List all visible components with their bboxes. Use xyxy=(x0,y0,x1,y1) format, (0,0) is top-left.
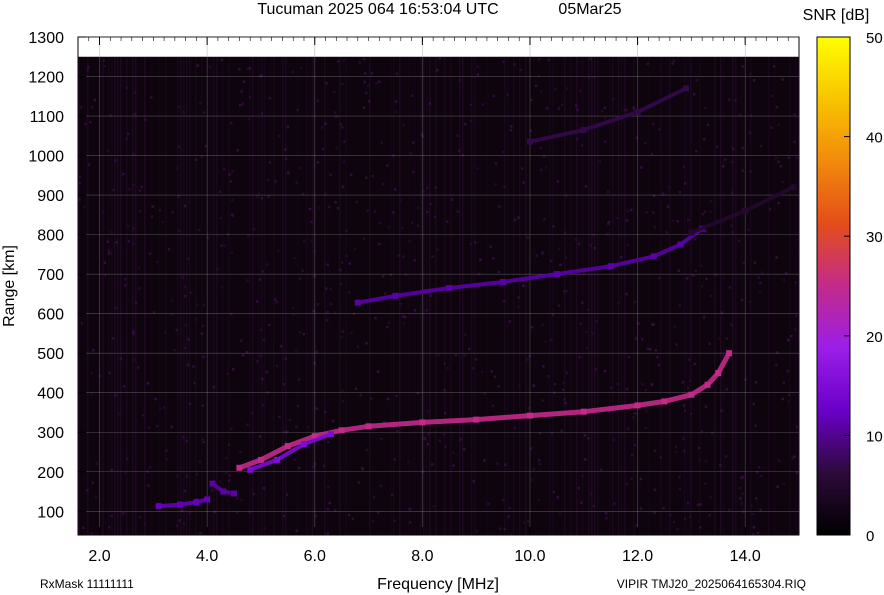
y-tick-label-3: 400 xyxy=(37,386,64,403)
colorbar-label: SNR [dB] xyxy=(803,7,870,24)
trace-point-3 xyxy=(327,431,334,438)
trace-point-13 xyxy=(704,381,711,388)
cbar-tick-label-4: 40 xyxy=(866,130,883,147)
trace-3 xyxy=(247,431,334,473)
trace-point-1 xyxy=(392,292,399,299)
y-tick-label-7: 800 xyxy=(37,228,64,245)
x-tick-label-6: 14.0 xyxy=(730,548,761,565)
y-tick-label-0: 100 xyxy=(37,504,64,521)
trace-0 xyxy=(155,496,211,510)
trace-line xyxy=(156,497,210,509)
trace-point-1 xyxy=(257,456,264,463)
trace-point-7 xyxy=(677,241,684,248)
trace-point-2 xyxy=(284,443,291,450)
x-tick-label-4: 10.0 xyxy=(514,548,545,565)
cbar-tick-label-0: 0 xyxy=(866,528,874,545)
trace-4 xyxy=(354,225,706,306)
trace-point-6 xyxy=(419,419,426,426)
y-tick-label-9: 1000 xyxy=(28,149,64,166)
y-tick-label-5: 600 xyxy=(37,307,64,324)
y-tick-label-8: 900 xyxy=(37,188,64,205)
file-label: VIPIR TMJ20_2025064165304.RIQ xyxy=(617,577,806,591)
y-tick-label-4: 500 xyxy=(37,346,64,363)
trace-1 xyxy=(209,480,237,497)
trace-point-1 xyxy=(177,501,184,508)
y-tick-label-2: 300 xyxy=(37,425,64,442)
trace-point-0 xyxy=(688,229,695,236)
y-tick-label-12: 1300 xyxy=(28,30,64,47)
trace-point-3 xyxy=(311,433,318,440)
grid-layer xyxy=(78,36,799,535)
trace-line xyxy=(248,432,333,472)
colorbar-ticks: 0 10 20 30 40 50 xyxy=(844,30,883,545)
y-tick-label-1: 200 xyxy=(37,465,64,482)
cbar-tick-label-5: 50 xyxy=(866,30,883,47)
x-tick-label-2: 6.0 xyxy=(304,548,326,565)
trace-point-2 xyxy=(790,184,797,191)
trace-point-7 xyxy=(473,416,480,423)
x-tick-label-5: 12.0 xyxy=(622,548,653,565)
trace-point-10 xyxy=(634,402,641,409)
trace-point-0 xyxy=(354,299,361,306)
trace-point-12 xyxy=(688,391,695,398)
trace-point-1 xyxy=(580,126,587,133)
tick-layer xyxy=(77,36,800,535)
x-tick-label-3: 8.0 xyxy=(411,548,433,565)
plot-background xyxy=(78,56,799,536)
x-tick-label-0: 2.0 xyxy=(88,548,110,565)
trace-point-2 xyxy=(634,109,641,116)
trace-point-8 xyxy=(527,412,533,419)
trace-line xyxy=(528,86,688,144)
y-tick-labels: 100 200 300 400 500 600 700 800 900 1000 1100 1200 1… xyxy=(28,30,64,521)
cbar-tick-label-1: 10 xyxy=(866,428,883,445)
trace-layer xyxy=(155,85,797,510)
cbar-tick-label-3: 30 xyxy=(866,229,883,246)
trace-6 xyxy=(688,184,797,236)
y-tick-label-10: 1100 xyxy=(30,109,65,126)
trace-point-1 xyxy=(274,456,281,463)
trace-point-0 xyxy=(236,464,243,471)
trace-point-0 xyxy=(209,480,216,487)
trace-point-9 xyxy=(580,408,587,415)
trace-point-2 xyxy=(301,441,307,448)
trace-point-4 xyxy=(553,271,560,278)
chart-date: 05Mar25 xyxy=(558,1,621,18)
chart-title: Tucuman 2025 064 16:53:04 UTC xyxy=(257,1,498,18)
trace-point-3 xyxy=(683,85,689,92)
x-tick-label-1: 4.0 xyxy=(196,548,218,565)
trace-point-0 xyxy=(247,466,254,473)
trace-point-6 xyxy=(650,253,657,260)
trace-point-4 xyxy=(338,427,345,434)
trace-point-0 xyxy=(155,503,162,510)
trace-point-15 xyxy=(726,350,733,357)
y-tick-label-6: 700 xyxy=(37,267,64,284)
trace-point-1 xyxy=(742,207,749,214)
trace-point-2 xyxy=(231,490,237,497)
x-axis-label: Frequency [MHz] xyxy=(377,576,499,593)
cbar-tick-label-2: 20 xyxy=(866,329,883,346)
rxmask-label: RxMask 11111111 xyxy=(40,577,134,591)
trace-point-3 xyxy=(204,496,211,503)
trace-point-1 xyxy=(220,488,227,495)
trace-point-0 xyxy=(527,138,533,145)
x-tick-labels: 2.0 4.0 6.0 8.0 10.0 12.0 14.0 xyxy=(88,548,760,565)
trace-point-14 xyxy=(715,370,722,376)
colorbar xyxy=(816,36,851,536)
trace-point-2 xyxy=(446,285,453,291)
y-tick-label-11: 1200 xyxy=(28,70,64,87)
trace-point-5 xyxy=(607,263,614,270)
trace-point-5 xyxy=(365,423,372,430)
trace-point-11 xyxy=(661,398,668,405)
trace-point-3 xyxy=(500,279,507,285)
y-axis-label: Range [km] xyxy=(1,245,18,327)
trace-5 xyxy=(527,85,689,145)
trace-point-2 xyxy=(193,499,200,506)
